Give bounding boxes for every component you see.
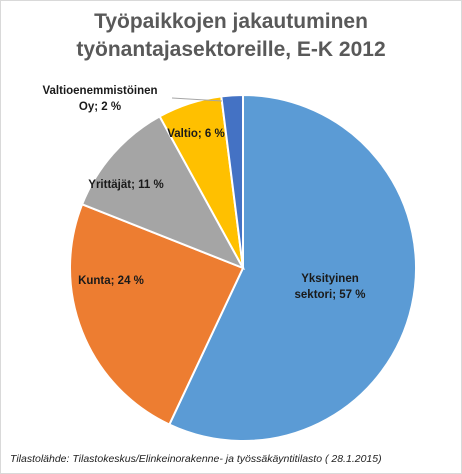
data-label-3: Yrittäjät; 11 % — [88, 179, 163, 191]
pie-slice-5 — [220, 93, 244, 269]
chart-title-line2: työnantajasektoreille, E-K 2012 — [76, 38, 386, 61]
chart-title-line1: Työpaikkojen jakautuminen — [94, 10, 368, 33]
data-label-2: Kunta; 24 % — [78, 275, 144, 287]
pie-slice-3 — [80, 115, 246, 270]
pie-slice-2 — [69, 203, 245, 426]
data-label-5: Valtioenemmistöinen Oy; 2 % — [42, 85, 157, 113]
source-note: Tilastolähde: Tilastokeskus/Elinkeinorak… — [10, 453, 382, 465]
data-label-4: Valtio; 6 % — [167, 128, 225, 140]
data-label-1: Yksityinen sektori; 57 % — [295, 273, 366, 301]
pie-slice-1 — [168, 93, 417, 442]
leader-line — [171, 97, 223, 102]
